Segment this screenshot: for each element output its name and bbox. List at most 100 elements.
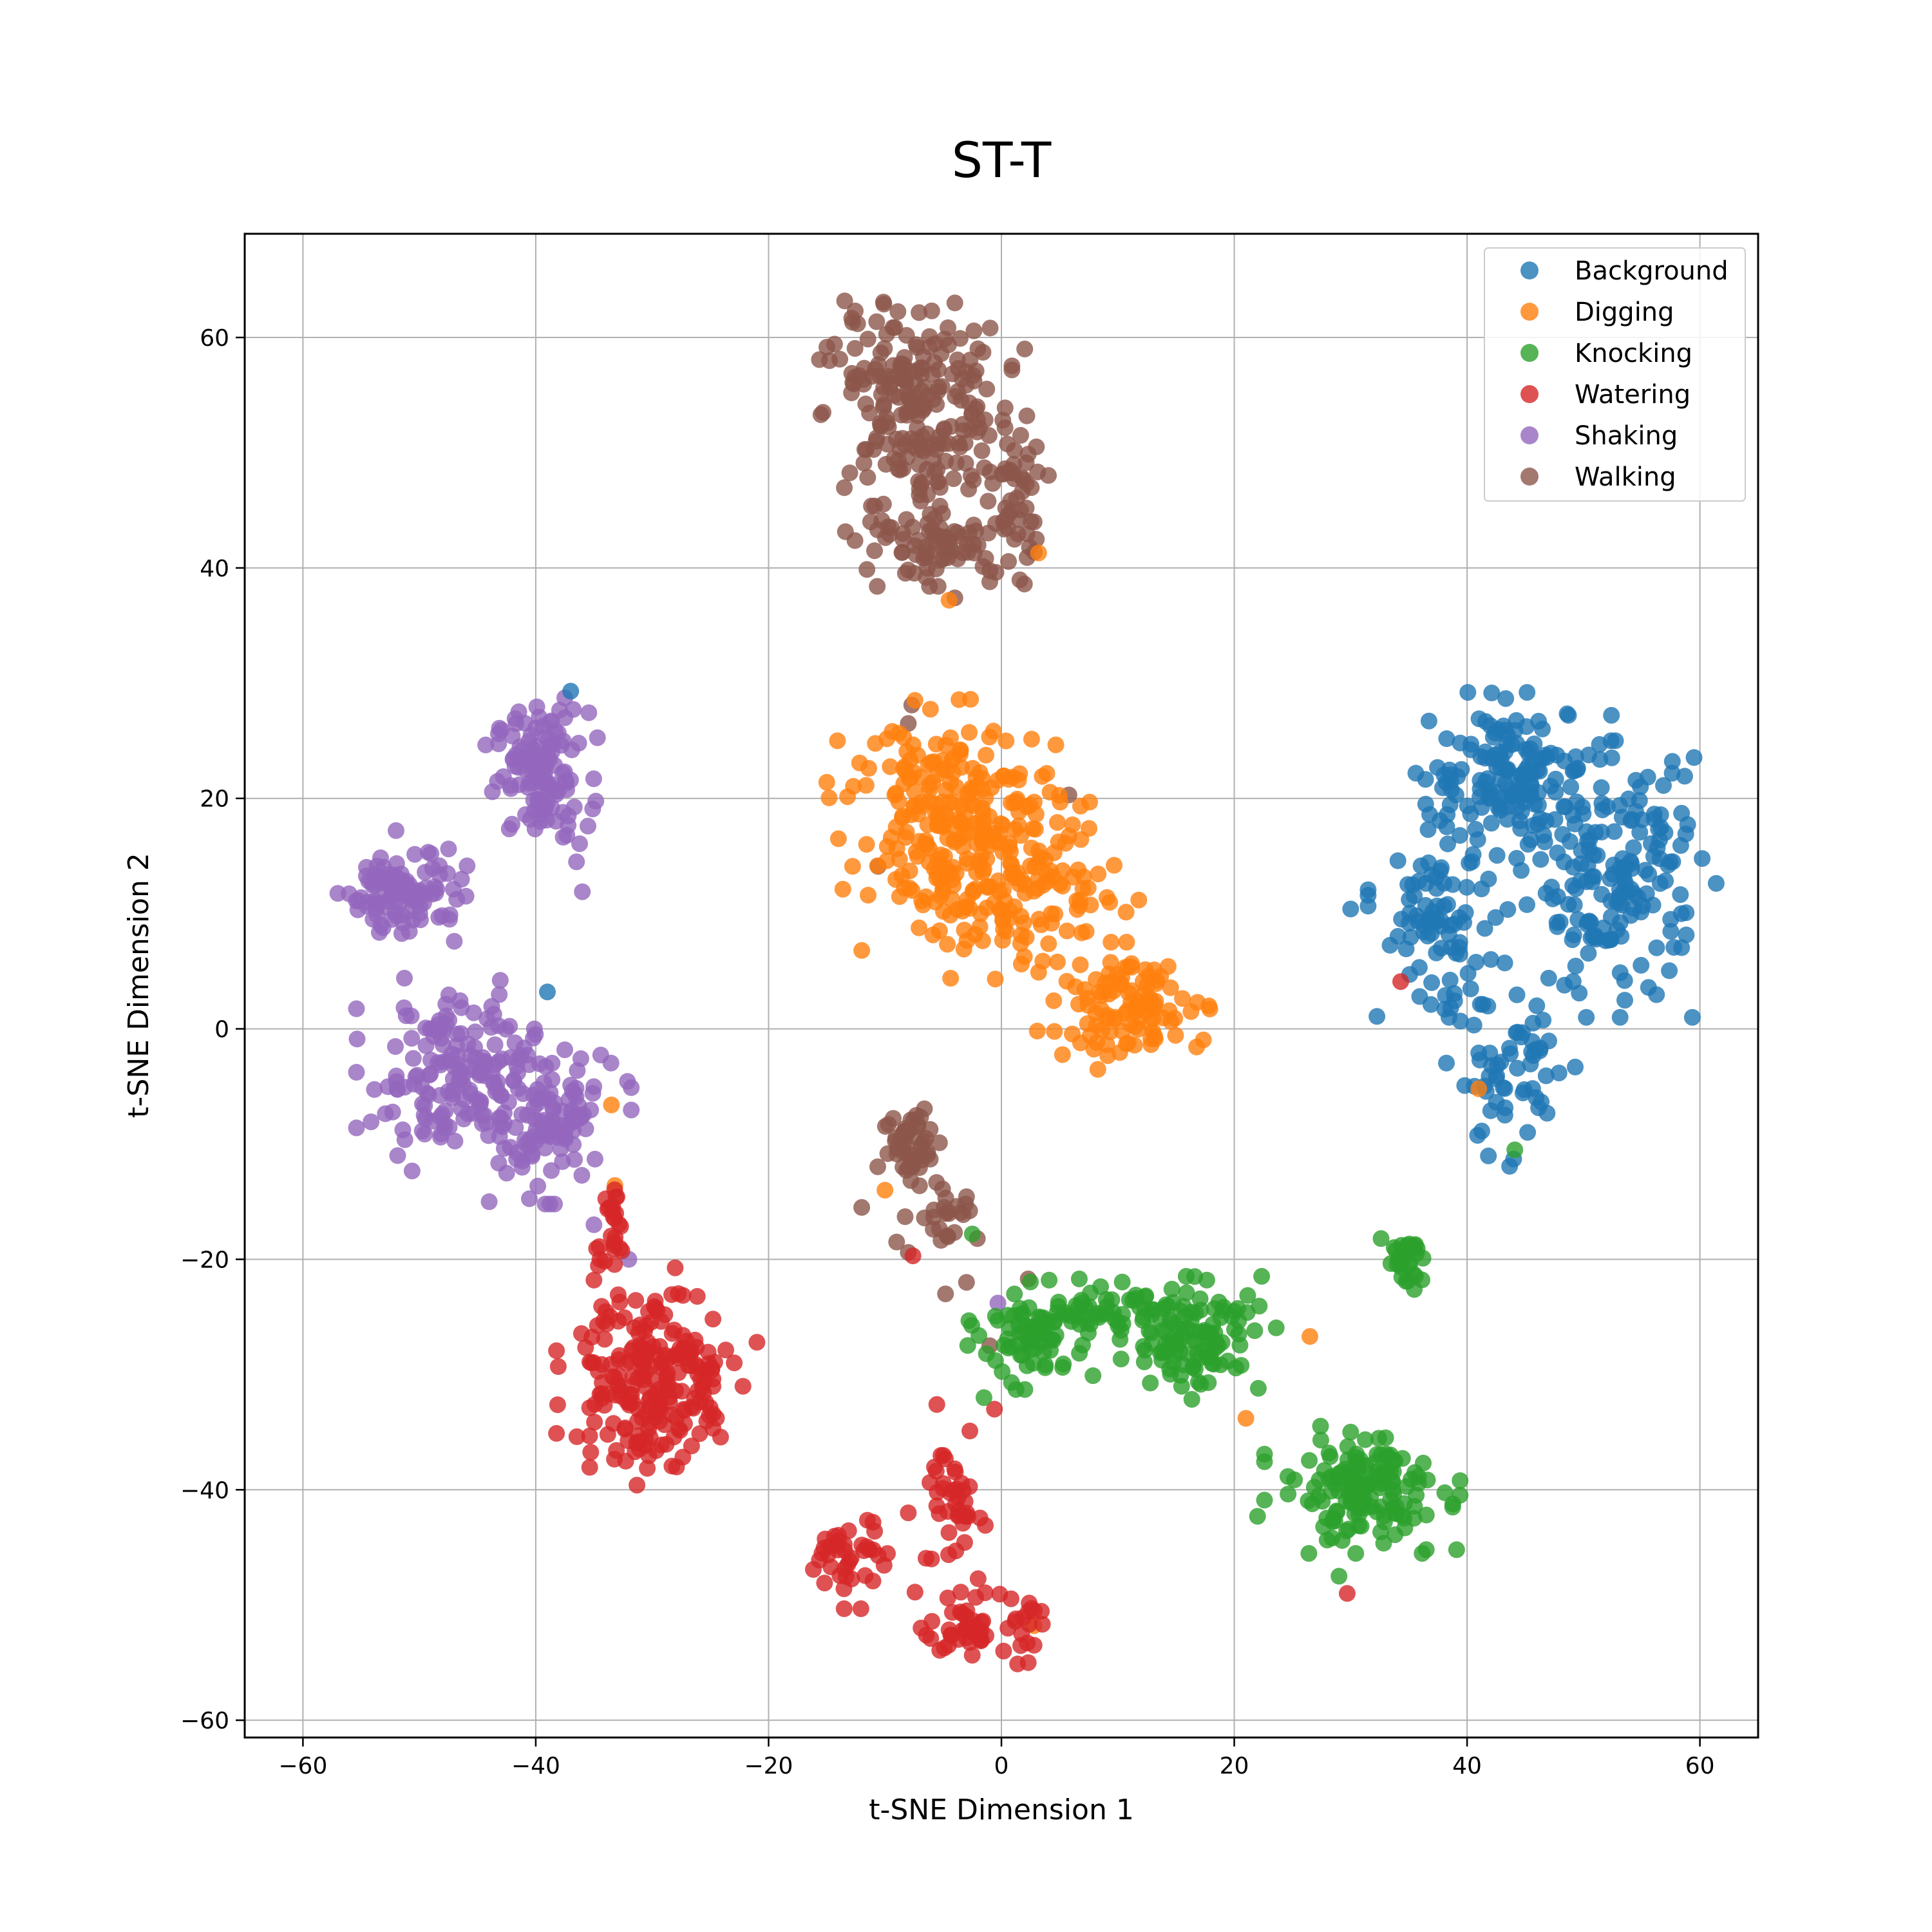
scatter-point <box>1461 855 1478 872</box>
scatter-point <box>592 1385 610 1402</box>
scatter-point <box>508 1150 526 1168</box>
scatter-point <box>900 562 917 578</box>
scatter-point <box>927 1463 945 1480</box>
scatter-point <box>829 830 847 848</box>
scatter-point <box>623 1079 640 1096</box>
scatter-point <box>703 1361 721 1379</box>
scatter-point <box>486 1056 504 1074</box>
scatter-point <box>1603 706 1620 724</box>
scatter-point <box>967 362 985 379</box>
scatter-point <box>1355 1494 1372 1511</box>
scatter-point <box>580 817 596 835</box>
scatter-point <box>489 773 506 790</box>
scatter-point <box>581 1427 598 1444</box>
scatter-point <box>853 1198 871 1216</box>
scatter-point <box>1564 931 1581 949</box>
scatter-point <box>1018 1317 1035 1334</box>
scatter-point <box>437 996 455 1013</box>
scatter-point <box>982 878 999 896</box>
scatter-point <box>667 1259 684 1276</box>
scatter-point <box>403 1162 421 1180</box>
scatter-point <box>896 1208 914 1226</box>
scatter-point <box>1439 806 1456 823</box>
scatter-point <box>401 876 418 893</box>
scatter-point <box>1486 724 1504 742</box>
scatter-point <box>893 544 911 561</box>
scatter-point <box>568 1428 585 1445</box>
scatter-point <box>586 1150 603 1168</box>
scatter-point <box>1569 911 1587 928</box>
scatter-point <box>1506 1141 1524 1159</box>
scatter-point <box>929 806 947 824</box>
scatter-point <box>1019 1654 1037 1671</box>
scatter-point <box>1625 839 1642 857</box>
scatter-point <box>1256 1492 1273 1509</box>
scatter-point <box>1587 824 1604 841</box>
scatter-point <box>1593 795 1611 812</box>
scatter-point <box>1249 1379 1267 1397</box>
scatter-point <box>882 758 899 775</box>
scatter-point <box>490 735 507 752</box>
x-tick-label: −60 <box>278 1753 327 1779</box>
scatter-point <box>1192 1376 1209 1393</box>
series-background <box>539 683 1725 1175</box>
legend-label-walking: Walking <box>1575 462 1676 492</box>
scatter-point <box>1655 777 1672 794</box>
scatter-point <box>627 1292 645 1309</box>
scatter-point <box>430 909 448 926</box>
scatter-point <box>605 1236 622 1254</box>
scatter-point <box>922 1630 940 1647</box>
scatter-point <box>1540 969 1557 987</box>
scatter-point <box>866 542 883 560</box>
scatter-point <box>922 701 939 718</box>
scatter-point <box>906 1584 923 1601</box>
scatter-point <box>1631 824 1649 841</box>
scatter-point <box>705 1405 722 1423</box>
scatter-point <box>1064 816 1081 833</box>
scatter-point <box>1300 1545 1318 1562</box>
chart-title: ST-T <box>952 131 1052 189</box>
scatter-point <box>839 788 857 806</box>
scatter-point <box>1050 1293 1067 1311</box>
scatter-point <box>1662 911 1680 928</box>
scatter-point <box>957 1508 974 1525</box>
scatter-point <box>1469 831 1486 848</box>
scatter-point <box>955 940 972 958</box>
scatter-point <box>531 1055 548 1072</box>
scatter-point <box>860 887 876 904</box>
scatter-point <box>568 853 585 871</box>
scatter-point <box>1310 1487 1327 1504</box>
scatter-point <box>1560 706 1577 724</box>
scatter-point <box>1130 891 1148 909</box>
scatter-point <box>819 339 835 356</box>
legend: Background Digging Knocking Watering Shaking… <box>1484 247 1746 502</box>
scatter-point <box>1047 736 1065 753</box>
scatter-point <box>1030 911 1048 928</box>
scatter-point <box>1482 951 1499 968</box>
scatter-point <box>888 1146 905 1162</box>
scatter-point <box>931 428 948 445</box>
scatter-point <box>841 1552 858 1569</box>
scatter-point <box>883 519 900 536</box>
scatter-point <box>945 523 963 540</box>
scatter-point <box>652 1312 670 1330</box>
scatter-point <box>1028 438 1045 455</box>
scatter-point <box>836 292 853 310</box>
y-tick-label: 0 <box>214 1017 229 1043</box>
scatter-point <box>1579 857 1596 874</box>
scatter-point <box>508 1057 526 1075</box>
scatter-point <box>918 560 936 577</box>
scatter-point <box>580 704 598 721</box>
scatter-point <box>1355 1477 1372 1495</box>
scatter-point <box>1046 1313 1063 1331</box>
scatter-point <box>1442 999 1459 1017</box>
scatter-point <box>595 1312 612 1330</box>
scatter-point <box>1323 1468 1340 1485</box>
scatter-point <box>1320 1444 1338 1462</box>
scatter-point <box>1162 1365 1179 1383</box>
scatter-point <box>1006 1285 1023 1303</box>
scatter-point <box>446 1059 464 1077</box>
scatter-point <box>591 1251 609 1268</box>
scatter-point <box>868 313 886 330</box>
scatter-point <box>956 435 974 451</box>
